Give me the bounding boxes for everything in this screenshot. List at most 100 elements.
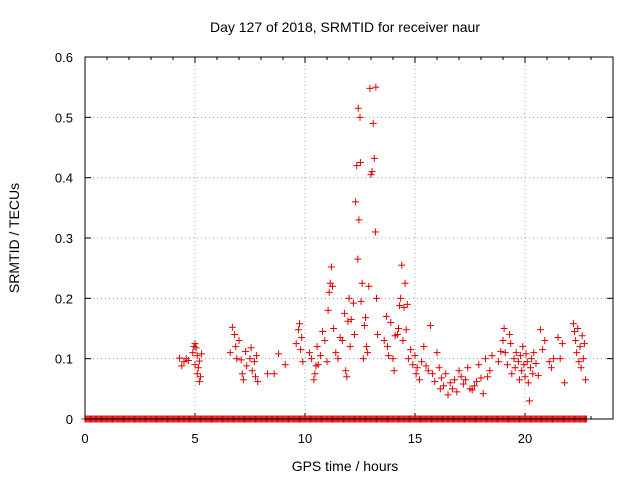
data-point — [297, 346, 305, 354]
data-point — [237, 356, 245, 364]
data-point — [176, 354, 184, 362]
data-point — [292, 340, 300, 348]
data-point — [231, 331, 239, 339]
data-point — [418, 358, 426, 366]
data-point — [473, 378, 481, 386]
x-tick-label: 0 — [81, 431, 88, 446]
data-point — [411, 352, 419, 360]
data-point — [409, 361, 417, 369]
data-point — [232, 343, 240, 351]
data-point — [484, 373, 492, 381]
data-point — [359, 355, 367, 363]
data-point — [528, 355, 536, 363]
data-point — [313, 343, 321, 351]
data-point — [550, 355, 558, 363]
data-point — [374, 331, 382, 339]
data-point — [299, 358, 307, 366]
data-point — [530, 349, 538, 357]
data-point — [507, 340, 515, 348]
data-point — [580, 340, 588, 348]
data-point — [351, 331, 358, 339]
data-point — [403, 300, 411, 308]
data-point — [506, 331, 514, 339]
data-point — [353, 162, 361, 170]
data-point — [367, 171, 375, 179]
data-point — [356, 159, 364, 167]
x-tick-label: 15 — [408, 431, 422, 446]
data-point — [356, 113, 364, 121]
data-point — [250, 358, 258, 366]
data-point — [239, 376, 247, 384]
data-point — [517, 352, 525, 360]
data-point — [501, 349, 509, 357]
data-point — [371, 228, 379, 236]
data-point — [436, 385, 444, 393]
data-point — [198, 350, 206, 358]
data-point — [437, 374, 445, 382]
data-point — [332, 349, 340, 357]
data-point — [193, 352, 201, 360]
data-point — [311, 370, 319, 378]
data-point — [342, 367, 350, 375]
data-point — [404, 355, 412, 363]
data-point — [270, 370, 278, 378]
data-point — [349, 299, 357, 307]
data-point — [354, 104, 362, 112]
data-point — [573, 349, 581, 357]
y-axis-label: SRMTID / TECUs — [6, 183, 22, 293]
data-point — [413, 364, 421, 372]
data-point — [246, 355, 254, 363]
data-point — [561, 379, 569, 387]
data-point — [444, 391, 452, 399]
data-point — [574, 325, 582, 332]
data-point — [582, 376, 589, 384]
data-point — [343, 373, 351, 381]
data-point — [541, 337, 549, 345]
data-point — [393, 331, 401, 339]
data-point — [577, 364, 585, 372]
data-point — [451, 376, 459, 384]
data-point — [497, 347, 505, 355]
data-point — [308, 355, 316, 363]
data-point — [382, 312, 390, 320]
data-point — [341, 309, 349, 317]
data-point — [398, 261, 406, 269]
data-point — [235, 337, 243, 345]
data-point — [275, 350, 283, 358]
data-point — [247, 344, 255, 352]
data-point — [536, 326, 544, 334]
data-point — [253, 352, 261, 360]
data-point — [442, 370, 450, 378]
data-point — [321, 337, 329, 345]
data-point — [310, 376, 318, 384]
data-point — [397, 294, 405, 302]
data-point — [511, 364, 519, 372]
data-point — [503, 361, 511, 369]
data-point — [242, 347, 250, 355]
data-point — [524, 379, 532, 387]
data-point — [305, 349, 313, 357]
data-point — [264, 370, 272, 378]
data-point — [468, 386, 476, 394]
data-point — [556, 355, 564, 363]
y-tick-label: 0.4 — [55, 171, 73, 186]
y-tick-label: 0.1 — [55, 352, 73, 367]
data-point — [459, 380, 467, 388]
data-point — [389, 355, 397, 363]
y-tick-label: 0 — [66, 412, 73, 427]
data-point — [362, 314, 369, 322]
data-point — [516, 376, 523, 384]
data-point — [402, 326, 410, 334]
data-point — [495, 358, 503, 366]
data-point — [325, 288, 333, 296]
data-point — [422, 362, 430, 370]
data-point — [327, 263, 335, 271]
data-points — [176, 83, 589, 405]
data-point — [363, 343, 371, 351]
data-point — [455, 367, 463, 375]
data-point — [355, 216, 363, 224]
data-point — [189, 349, 197, 357]
data-point — [178, 362, 186, 370]
data-point — [365, 282, 373, 290]
